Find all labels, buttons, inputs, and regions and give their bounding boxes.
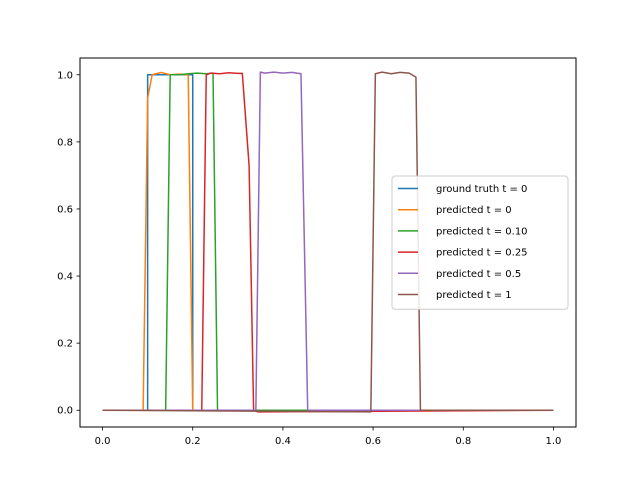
y-tick-label: 0.8 (57, 137, 73, 148)
legend-label-5: predicted t = 1 (436, 290, 512, 301)
legend-label-4: predicted t = 0.5 (436, 269, 521, 280)
legend-box (391, 175, 569, 310)
y-tick-label: 0.4 (57, 272, 73, 283)
legend-label-1: predicted t = 0 (436, 205, 512, 216)
axes-frame (79, 57, 577, 428)
y-tick-label: 0.6 (57, 204, 73, 215)
series-line-2 (102, 72, 554, 411)
x-tick-label: 0.4 (275, 436, 291, 447)
legend: ground truth t = 0 predicted t = 0 predict… (391, 175, 569, 310)
x-tick-label: 0.0 (95, 436, 111, 447)
y-tick-label: 0.0 (57, 406, 73, 417)
axis-ticks: 0.0 0.2 0.4 0.6 0.8 1.0 0.0 0.2 0.4 0.6 0.8 1.0 (57, 70, 561, 447)
x-tick-label: 0.8 (455, 436, 471, 447)
legend-label-2: predicted t = 0.10 (436, 226, 528, 237)
series-line-4 (102, 71, 554, 411)
x-tick-label: 0.6 (365, 436, 381, 447)
y-tick-label: 1.0 (57, 70, 73, 81)
x-tick-label: 1.0 (546, 436, 562, 447)
plot-lines (102, 71, 554, 413)
legend-label-0: ground truth t = 0 (436, 184, 527, 195)
y-tick-label: 0.2 (57, 339, 73, 350)
x-tick-label: 0.2 (185, 436, 201, 447)
legend-label-3: predicted t = 0.25 (436, 248, 528, 259)
